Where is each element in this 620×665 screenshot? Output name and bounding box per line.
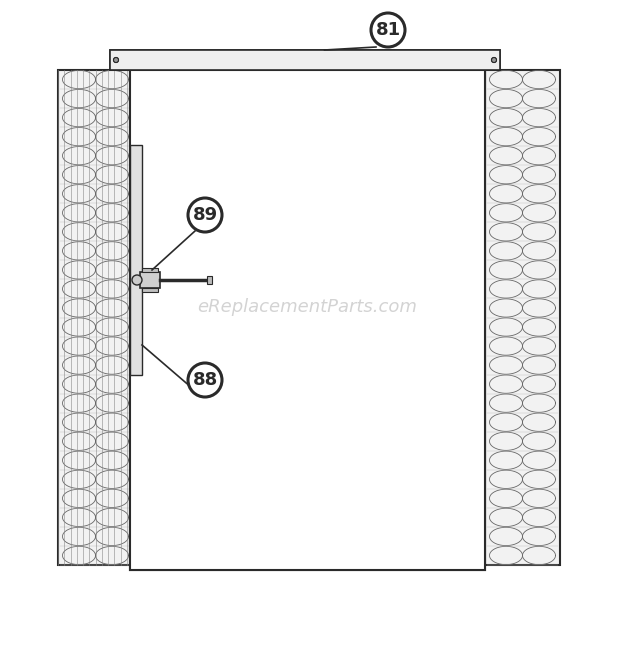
Bar [207, 276, 212, 284]
Bar [130, 145, 142, 375]
Bar [130, 70, 485, 570]
Circle shape [371, 13, 405, 47]
Bar [58, 70, 133, 565]
Bar [140, 272, 160, 288]
Text: 89: 89 [192, 206, 218, 224]
Text: eReplacementParts.com: eReplacementParts.com [197, 298, 417, 316]
Circle shape [188, 363, 222, 397]
Bar [485, 70, 560, 565]
Circle shape [492, 57, 497, 63]
Bar [142, 288, 158, 292]
Circle shape [113, 57, 118, 63]
Circle shape [113, 57, 118, 63]
Circle shape [188, 198, 222, 232]
Bar [142, 268, 158, 272]
Bar [110, 50, 500, 70]
Circle shape [132, 275, 142, 285]
Bar [130, 70, 485, 570]
Text: 81: 81 [376, 21, 401, 39]
Bar [110, 50, 500, 70]
Text: 88: 88 [192, 371, 218, 389]
Circle shape [492, 57, 497, 63]
